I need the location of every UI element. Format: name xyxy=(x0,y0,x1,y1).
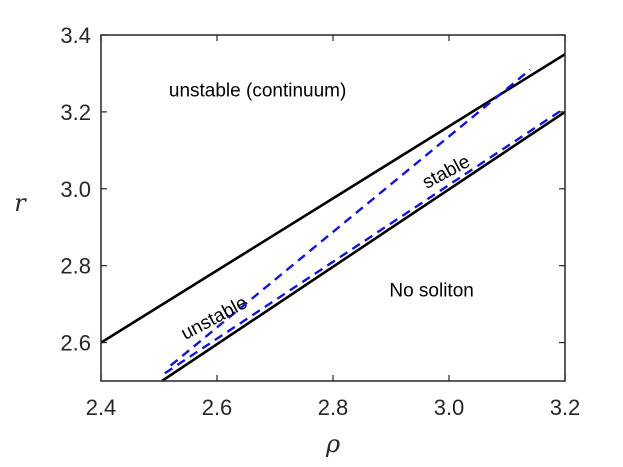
y-tick-label: 2.6 xyxy=(60,331,91,356)
series-line-3 xyxy=(169,68,531,367)
region-annotation-3: unstable xyxy=(178,292,251,344)
region-annotation-4: No soliton xyxy=(389,280,474,301)
y-axis-label: r xyxy=(14,189,27,217)
region-annotation-1: unstable (continuum) xyxy=(169,81,346,102)
series-line-4 xyxy=(164,106,565,375)
y-tick-label: 3.4 xyxy=(60,23,91,48)
y-tick-label: 2.8 xyxy=(60,254,91,279)
x-tick-label: 3.2 xyxy=(550,395,581,420)
y-tick-label: 3.2 xyxy=(60,100,91,125)
x-axis-label: ρ xyxy=(325,430,340,458)
series-line-1 xyxy=(101,53,565,344)
series-line-2 xyxy=(161,110,565,381)
y-tick-label: 3.0 xyxy=(60,177,91,202)
x-tick-label: 2.8 xyxy=(318,395,349,420)
x-tick-label: 2.6 xyxy=(202,395,233,420)
x-tick-label: 2.4 xyxy=(86,395,117,420)
tick-layer: 2.4 2.6 2.8 3.0 3.2 2.6 2.8 3.0 3.2 3.4 xyxy=(60,23,580,420)
series-layer xyxy=(101,53,565,381)
x-tick-label: 3.0 xyxy=(434,395,465,420)
